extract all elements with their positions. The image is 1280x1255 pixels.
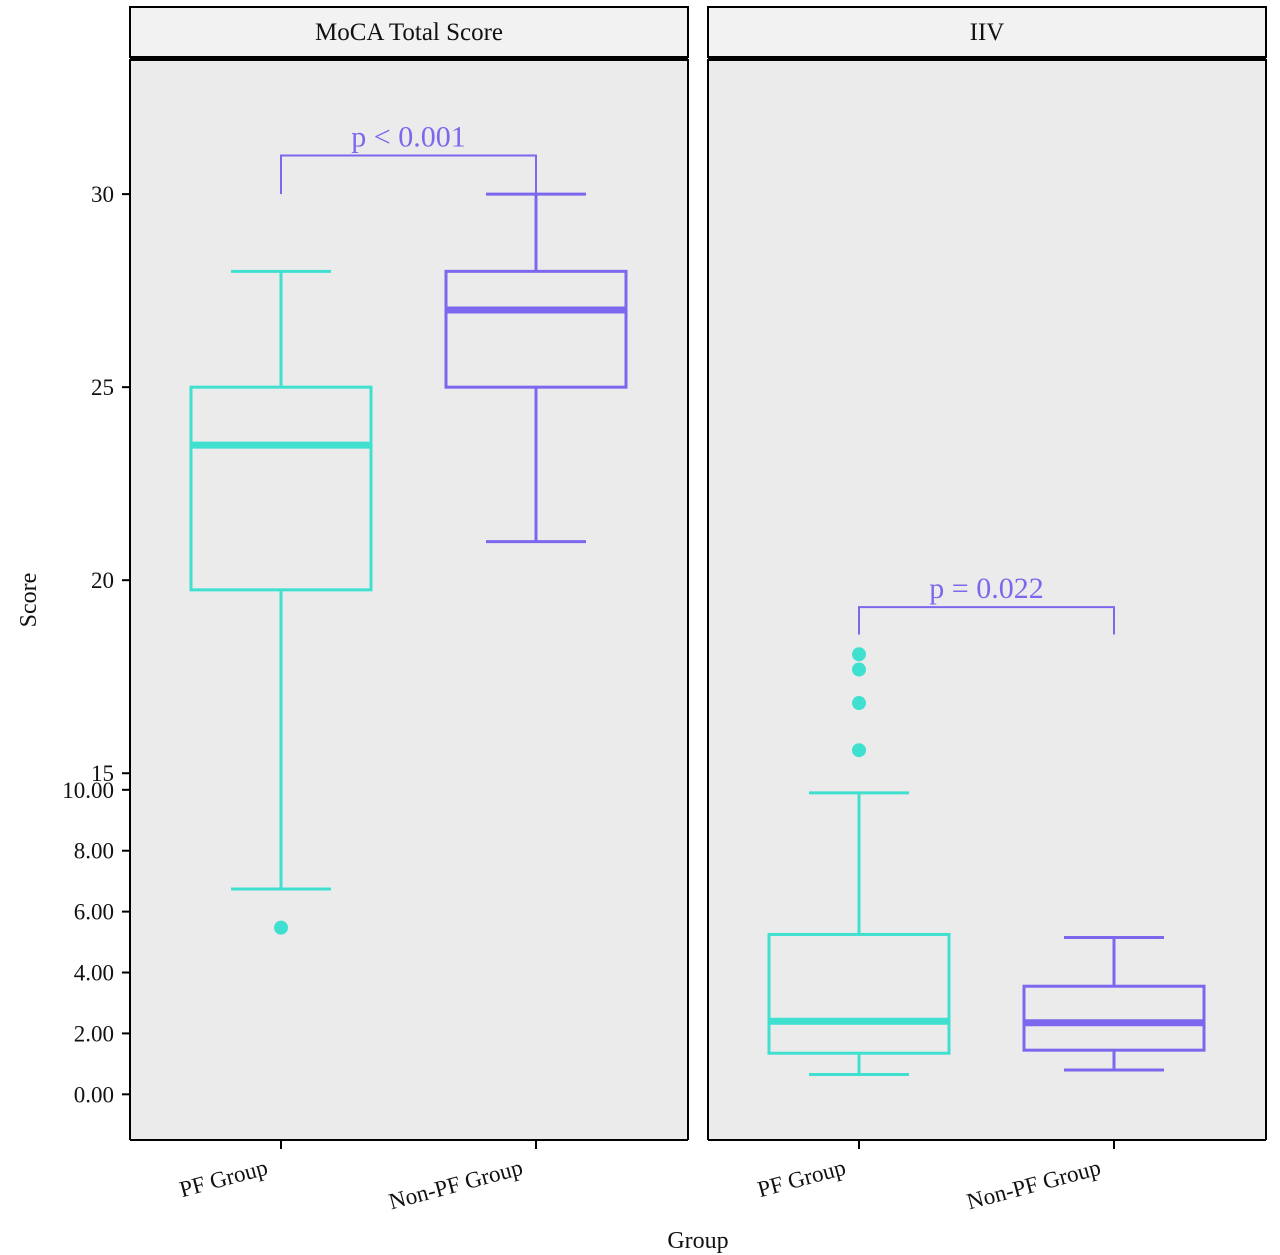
bracket-line <box>858 606 1115 635</box>
y-tick-label: 4.00 <box>74 961 114 986</box>
x-tick-label: PF Group <box>755 1155 849 1202</box>
outlier-point <box>852 696 866 711</box>
strip-title-moca: MoCA Total Score <box>315 19 503 46</box>
y-ticks-moca: 30 25 20 15 <box>91 182 130 786</box>
box-nonpf <box>444 192 628 544</box>
outlier-point <box>852 647 866 662</box>
p-value-label: p = 0.022 <box>929 572 1043 605</box>
bracket-line <box>280 154 537 195</box>
significance-bracket: p < 0.001 <box>280 121 537 195</box>
p-value-label: p < 0.001 <box>351 121 465 154</box>
y-tick-label: 2.00 <box>74 1021 114 1046</box>
box-pf <box>189 269 373 935</box>
outlier-point <box>852 743 866 758</box>
panel-bg-moca <box>130 59 688 1140</box>
x-tick-label: PF Group <box>177 1155 271 1202</box>
y-tick-label: 10.00 <box>62 778 114 803</box>
box-iqr <box>767 932 951 1055</box>
x-ticks-moca: PF Group Non-PF Group <box>177 1140 537 1215</box>
y-tick-label: 30 <box>91 182 114 207</box>
strip-iiv <box>707 6 1267 58</box>
y-axis-title: Score <box>16 573 42 628</box>
x-axis-title: Group <box>667 1228 728 1254</box>
y-tick-label: 0.00 <box>74 1082 114 1107</box>
y-tick-label: 8.00 <box>74 839 114 864</box>
significance-bracket: p = 0.022 <box>858 572 1115 635</box>
box-nonpf <box>1022 936 1206 1072</box>
strip-moca <box>129 6 689 58</box>
x-tick-label: Non-PF Group <box>964 1155 1103 1215</box>
panel-bg-iiv <box>708 59 1266 1140</box>
y-ticks-iiv-scale: 10.00 8.00 6.00 4.00 2.00 0.00 <box>62 778 130 1107</box>
marks-iiv: p = 0.022 <box>767 572 1206 1077</box>
y-tick-label: 15 <box>91 761 114 786</box>
outlier-point <box>852 662 866 677</box>
y-tick-label: 20 <box>91 568 114 593</box>
box-iqr <box>189 385 373 592</box>
x-ticks-iiv: PF Group Non-PF Group <box>755 1140 1115 1215</box>
x-tick-label: Non-PF Group <box>386 1155 525 1215</box>
y-tick-label: 25 <box>91 375 114 400</box>
box-iqr <box>1022 984 1206 1052</box>
outlier-point <box>274 920 288 935</box>
marks-moca: p < 0.001 <box>189 121 628 935</box>
box-iqr <box>444 269 628 389</box>
box-pf <box>767 647 951 1077</box>
strip-title-iiv: IIV <box>970 19 1005 46</box>
facet-iiv: IIV p = 0.022 PF Group Non-PF Group <box>707 6 1267 1215</box>
facet-moca: MoCA Total Score p < 0.001 30 25 20 15 PF G… <box>91 6 689 1215</box>
y-tick-label: 6.00 <box>74 900 114 925</box>
